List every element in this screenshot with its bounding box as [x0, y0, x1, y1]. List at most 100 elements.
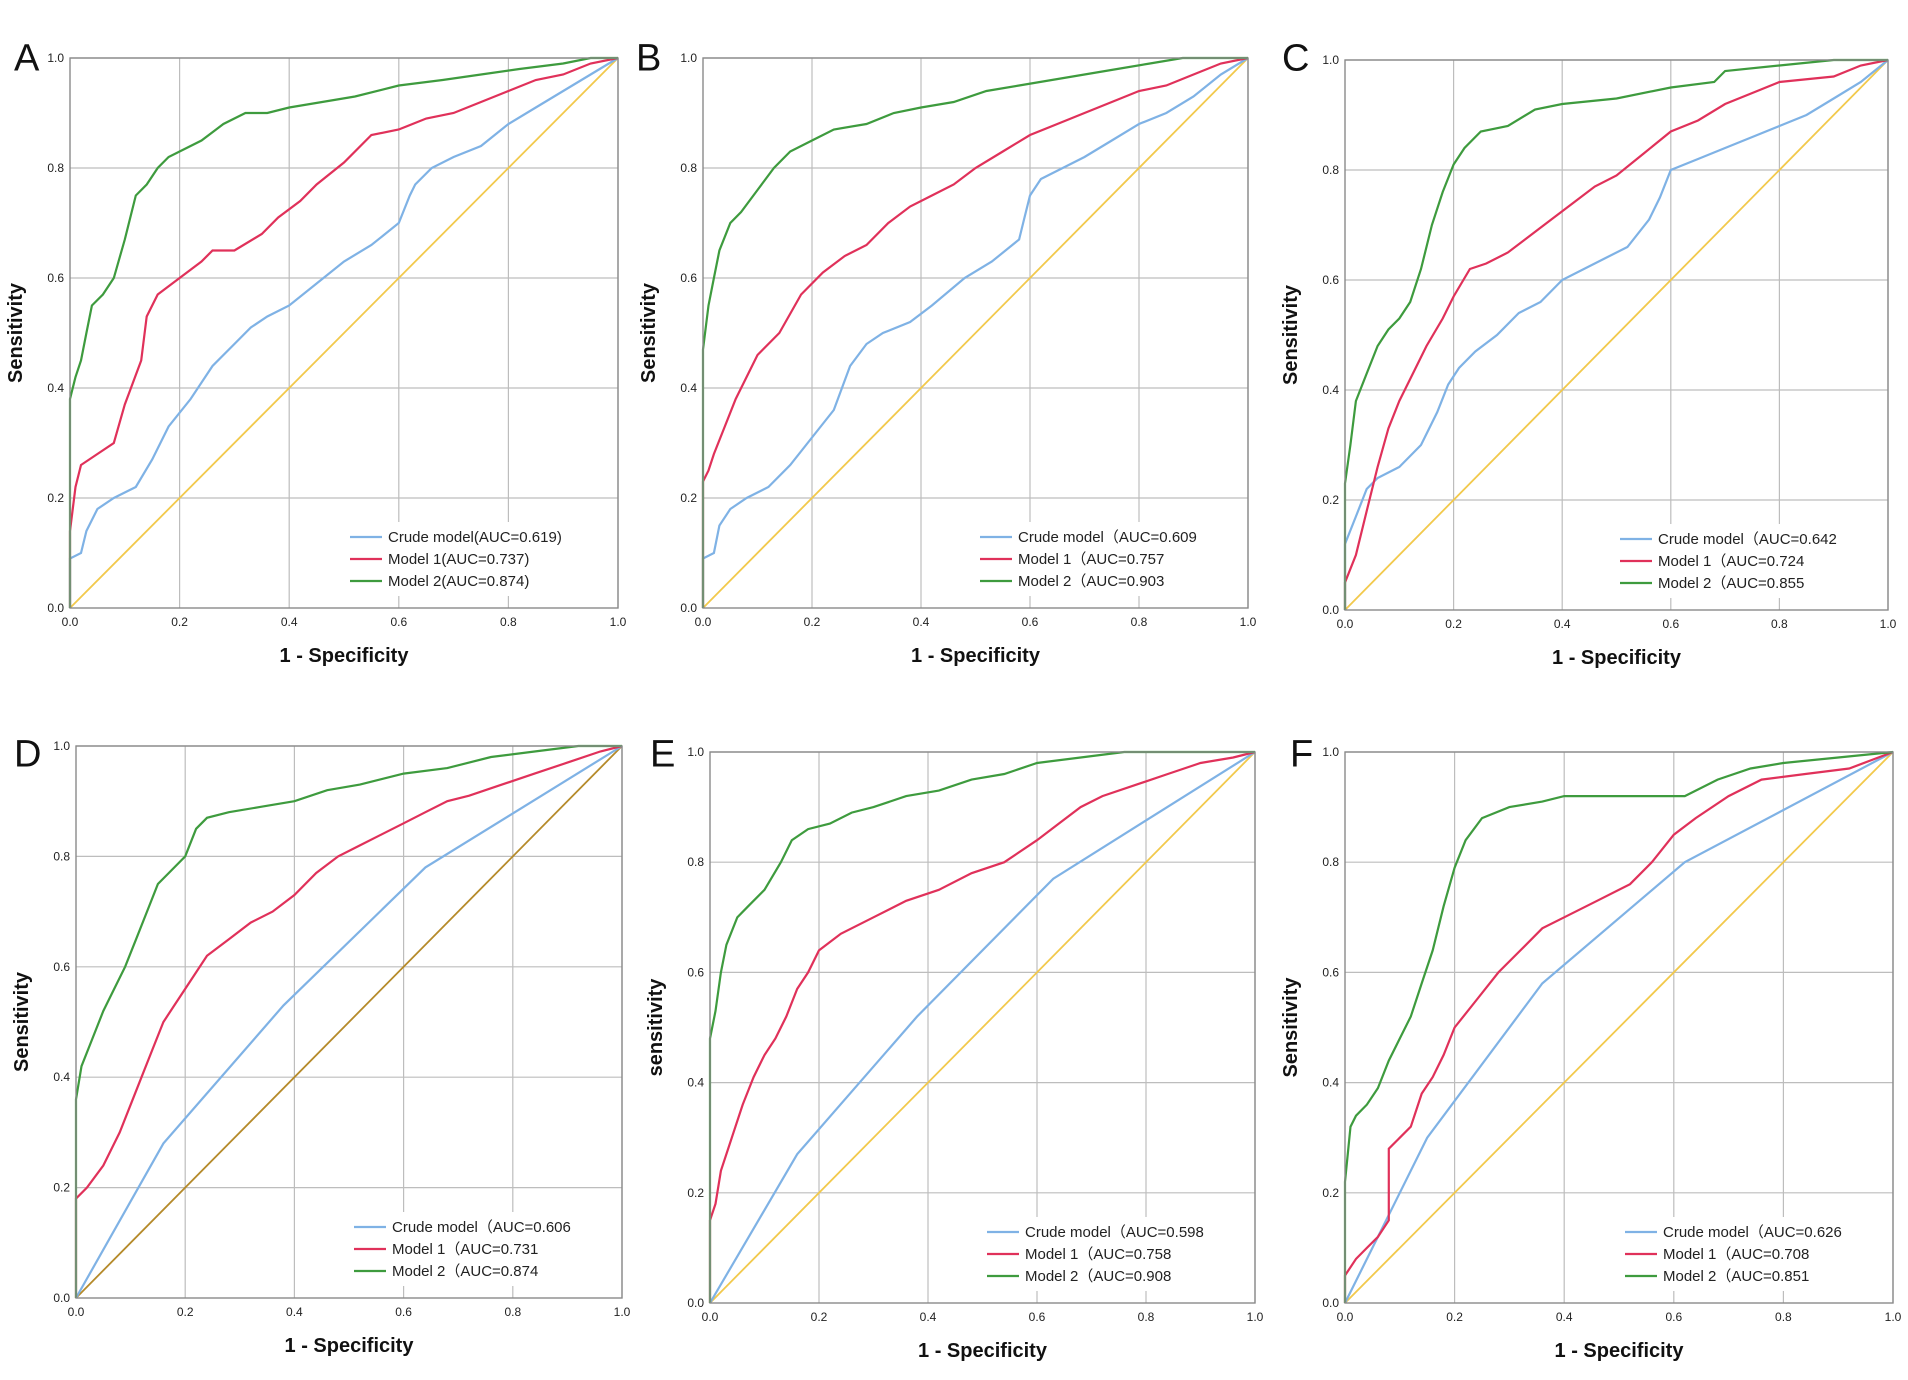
panel-b-y-tick-label: 0.6 [680, 271, 697, 285]
panel-f-y-tick-label: 0.6 [1322, 965, 1339, 979]
panel-a-x-tick-label: 0.2 [171, 615, 188, 629]
panel-c-y-tick-label: 0.0 [1322, 603, 1339, 617]
panel-e-plot-frame [709, 751, 1256, 1304]
panel-d-x-axis-title: 1 - Specificity [285, 1335, 415, 1357]
panel-a-curve-model1 [68, 56, 619, 608]
panel-b-curve-reference [702, 57, 1249, 609]
panel-d-y-tick-label: 0.8 [53, 849, 70, 863]
panel-c-legend-label-model1: Model 1（AUC=0.724 [1658, 553, 1804, 570]
panel-f-curve-reference [1344, 751, 1894, 1304]
panel-c-x-axis-title: 1 - Specificity [1552, 647, 1682, 669]
panel-a-x-axis-title: 1 - Specificity [280, 645, 410, 667]
panel-e-x-tick-label: 1.0 [1247, 1310, 1264, 1324]
panel-c-legend-label-model2: Model 2（AUC=0.855 [1658, 575, 1804, 592]
panel-c-curve-model1 [1343, 58, 1889, 610]
panel-d-x-tick-label: 1.0 [614, 1305, 631, 1319]
panel-c-x-tick-label: 0.2 [1445, 617, 1462, 631]
panel-c-x-tick-label: 0.0 [1337, 617, 1354, 631]
panel-a-x-tick-label: 0.0 [62, 615, 79, 629]
panel-c-y-tick-label: 0.2 [1322, 493, 1339, 507]
panel-e-x-tick-label: 0.4 [920, 1310, 937, 1324]
panel-a-y-tick-label: 0.8 [47, 161, 64, 175]
panel-b-x-axis-title: 1 - Specificity [911, 645, 1041, 667]
panel-f-y-tick-label: 0.4 [1322, 1076, 1339, 1090]
panel-a-legend [346, 522, 606, 596]
panel-a-letter: A [14, 37, 40, 79]
panel-b-x-tick-label: 1.0 [1240, 615, 1257, 629]
panel-e-y-tick-label: 0.8 [687, 855, 704, 869]
panel-c-x-tick-label: 0.6 [1662, 617, 1679, 631]
panel-f-curve-model1 [1343, 750, 1894, 1303]
panel-f-legend [1621, 1217, 1881, 1291]
panel-f-x-tick-label: 0.2 [1446, 1310, 1463, 1324]
panel-f-x-tick-label: 0.8 [1775, 1310, 1792, 1324]
panel-d-legend-label-model2: Model 2（AUC=0.874 [392, 1263, 538, 1280]
panel-f-legend-label-model2: Model 2（AUC=0.851 [1663, 1268, 1809, 1285]
panel-b-legend [976, 522, 1236, 596]
panel-a-x-tick-label: 0.6 [390, 615, 407, 629]
panel-d-y-tick-label: 0.2 [53, 1181, 70, 1195]
panel-b-x-tick-label: 0.2 [804, 615, 821, 629]
panel-e-legend-label-model2: Model 2（AUC=0.908 [1025, 1268, 1171, 1285]
panel-b-y-tick-label: 0.8 [680, 161, 697, 175]
panel-f-y-tick-label: 0.8 [1322, 855, 1339, 869]
panel-a-curve-crude [68, 57, 619, 608]
panel-a-y-tick-label: 0.6 [47, 271, 64, 285]
panel-c-letter: C [1282, 37, 1309, 79]
panel-c-x-tick-label: 1.0 [1880, 617, 1897, 631]
panel-e-x-tick-label: 0.0 [702, 1310, 719, 1324]
panel-d-y-axis-title: Sensitivity [11, 971, 33, 1072]
panel-f-y-axis-title: Sensitivity [1280, 977, 1302, 1078]
panel-a-y-axis-title: Sensitivity [5, 282, 27, 383]
panel-c-x-tick-label: 0.8 [1771, 617, 1788, 631]
panel-e-y-tick-label: 0.6 [687, 965, 704, 979]
panel-d-plot-frame [75, 745, 623, 1299]
panel-b-x-tick-label: 0.6 [1022, 615, 1039, 629]
panel-c-y-axis-title: Sensitivity [1280, 284, 1302, 385]
panel-d-curve-model2 [74, 744, 622, 1298]
panel-d-y-tick-label: 1.0 [53, 739, 70, 753]
panel-a-x-tick-label: 1.0 [610, 615, 627, 629]
panel-b-legend-label-crude: Crude model（AUC=0.609 [1018, 529, 1197, 546]
panel-e-y-tick-label: 1.0 [687, 745, 704, 759]
panel-b-y-axis-title: Sensitivity [638, 282, 660, 383]
panel-c-y-tick-label: 0.6 [1322, 273, 1339, 287]
panel-f-x-tick-label: 0.6 [1665, 1310, 1682, 1324]
panel-d-x-tick-label: 0.4 [286, 1305, 303, 1319]
panel-c-x-tick-label: 0.4 [1554, 617, 1571, 631]
panel-a-x-tick-label: 0.4 [281, 615, 298, 629]
panel-d-curve-reference [75, 745, 623, 1299]
panel-e-curve-model1 [708, 750, 1256, 1303]
panel-b-y-tick-label: 0.0 [680, 601, 697, 615]
panel-b-curve-crude [701, 57, 1249, 608]
panel-c-y-tick-label: 0.4 [1322, 383, 1339, 397]
panel-a-legend-label-model1: Model 1(AUC=0.737) [388, 551, 529, 568]
panel-e-curve-crude [709, 751, 1256, 1304]
panel-d-curve-model1 [74, 744, 623, 1298]
panel-a-curve-model2 [68, 56, 618, 608]
panel-c-legend-label-crude: Crude model（AUC=0.642 [1658, 531, 1837, 548]
panel-f-plot-frame [1344, 751, 1894, 1304]
panel-a-y-tick-label: 0.4 [47, 381, 64, 395]
panel-a-legend-label-crude: Crude model(AUC=0.619) [388, 529, 562, 546]
panel-f-x-tick-label: 0.0 [1337, 1310, 1354, 1324]
panel-e-legend-label-model1: Model 1（AUC=0.758 [1025, 1246, 1171, 1263]
panel-f-curve-crude [1344, 751, 1894, 1304]
panel-d-x-tick-label: 0.6 [395, 1305, 412, 1319]
panel-c-curve-model2 [1343, 58, 1888, 610]
panel-b-curve-model1 [701, 56, 1249, 608]
panel-f-legend-label-model1: Model 1（AUC=0.708 [1663, 1246, 1809, 1263]
panel-d-y-tick-label: 0.0 [53, 1291, 70, 1305]
panel-e-x-tick-label: 0.8 [1138, 1310, 1155, 1324]
panel-e-curve-model2 [708, 750, 1255, 1303]
panel-e-x-axis-title: 1 - Specificity [918, 1340, 1048, 1362]
panel-d-legend-label-crude: Crude model（AUC=0.606 [392, 1219, 571, 1236]
panel-f-curve-model2 [1343, 750, 1894, 1303]
panel-b-legend-label-model1: Model 1（AUC=0.757 [1018, 551, 1164, 568]
panel-a-curve-reference [69, 57, 619, 609]
panel-e-x-tick-label: 0.6 [1029, 1310, 1046, 1324]
panel-f-x-tick-label: 1.0 [1885, 1310, 1902, 1324]
panel-a-y-tick-label: 1.0 [47, 51, 64, 65]
panel-d-legend [350, 1212, 610, 1286]
panel-d-x-tick-label: 0.2 [177, 1305, 194, 1319]
